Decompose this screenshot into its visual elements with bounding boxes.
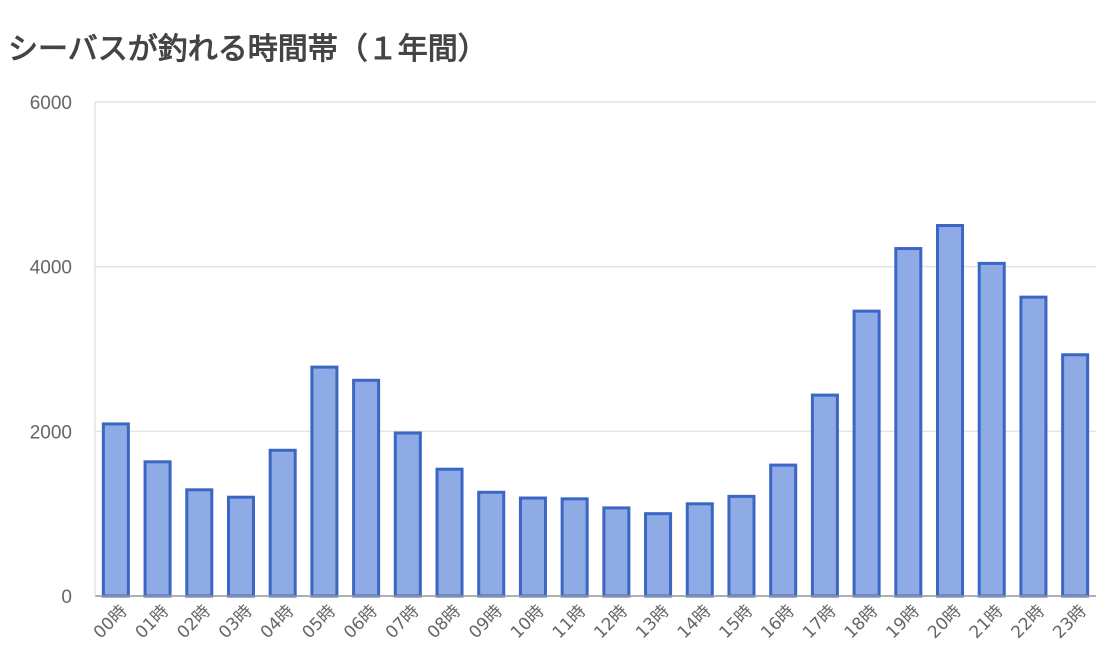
x-tick-label: 01時 <box>132 601 173 642</box>
x-tick-label: 14時 <box>674 601 715 642</box>
x-tick-label: 16時 <box>757 601 798 642</box>
bar-19時 <box>894 247 923 598</box>
x-tick-label: 22時 <box>1008 601 1049 642</box>
x-tick-label: 12時 <box>590 601 631 642</box>
x-tick-label: 05時 <box>298 601 339 642</box>
bar-13時 <box>644 512 673 598</box>
chart-title: シーバスが釣れる時間帯（１年間） <box>8 32 488 67</box>
bar-08時 <box>435 467 464 598</box>
bar-17時 <box>810 393 839 598</box>
x-axis-ticks: 00時 01時 02時 03時 04時 05時 06時 07時 08時 09時 10時 11時 12時 1… <box>90 601 1091 642</box>
bar-04時 <box>268 448 297 598</box>
bar-03時 <box>226 495 255 598</box>
bar-05時 <box>310 365 339 598</box>
x-tick-label: 17時 <box>799 601 840 642</box>
x-tick-label: 11時 <box>549 601 590 642</box>
x-tick-label: 10時 <box>507 601 548 642</box>
x-tick-label: 21時 <box>966 601 1007 642</box>
y-tick-label: 6000 <box>30 93 72 114</box>
y-tick-label: 2000 <box>30 422 72 443</box>
bar-02時 <box>185 488 214 598</box>
bars <box>101 224 1090 598</box>
bar-01時 <box>143 460 172 598</box>
x-tick-label: 07時 <box>382 601 423 642</box>
bar-12時 <box>602 506 631 598</box>
bar-15時 <box>727 494 756 598</box>
x-tick-label: 00時 <box>90 601 131 642</box>
x-tick-label: 02時 <box>173 601 214 642</box>
bar-07時 <box>393 431 422 598</box>
x-tick-label: 09時 <box>465 601 506 642</box>
x-tick-label: 18時 <box>841 601 882 642</box>
bar-16時 <box>769 463 798 598</box>
bar-11時 <box>560 497 589 598</box>
x-tick-label: 19時 <box>882 601 923 642</box>
x-tick-label: 20時 <box>924 601 965 642</box>
bar-14時 <box>685 502 714 598</box>
x-tick-label: 04時 <box>257 601 298 642</box>
bar-22時 <box>1019 295 1048 598</box>
bar-00時 <box>101 422 130 598</box>
x-tick-label: 15時 <box>716 601 757 642</box>
bar-09時 <box>477 490 506 598</box>
bar-18時 <box>852 309 881 598</box>
y-axis-ticks: 0 2000 4000 6000 <box>30 93 72 608</box>
bar-06時 <box>352 378 381 598</box>
x-tick-label: 13時 <box>632 601 673 642</box>
x-tick-label: 08時 <box>424 601 465 642</box>
bar-23時 <box>1061 353 1090 598</box>
axes <box>94 102 1096 597</box>
x-tick-label: 23時 <box>1049 601 1090 642</box>
x-tick-label: 03時 <box>215 601 256 642</box>
bar-21時 <box>977 261 1006 598</box>
y-tick-label: 0 <box>61 587 72 608</box>
bar-20時 <box>936 224 965 598</box>
bar-10時 <box>518 496 547 598</box>
y-tick-label: 4000 <box>30 258 72 279</box>
x-tick-label: 06時 <box>340 601 381 642</box>
